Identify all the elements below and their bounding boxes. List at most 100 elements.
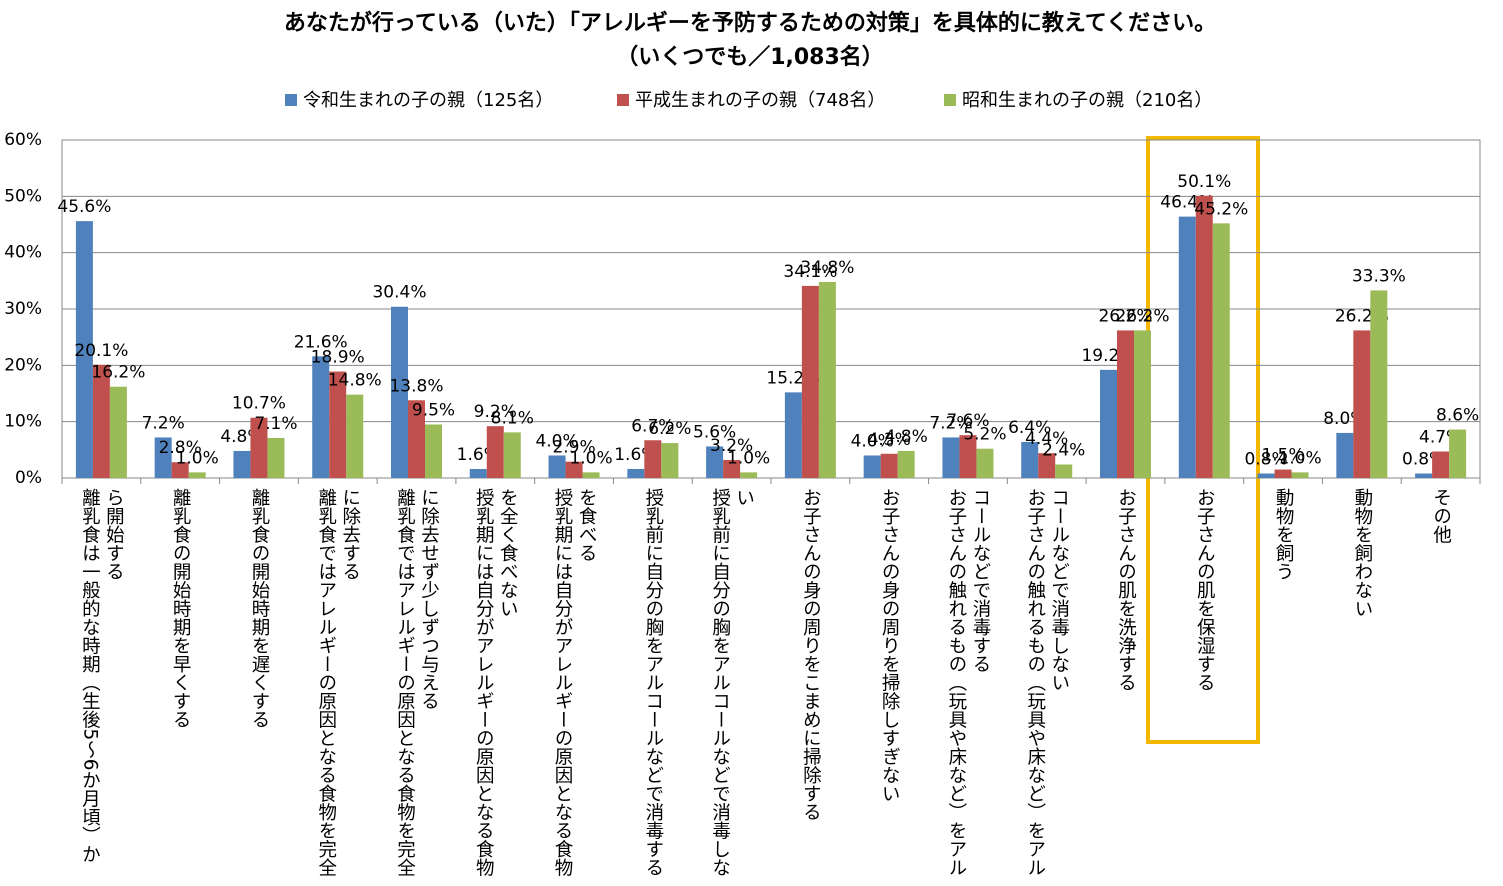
x-tick-label: 授乳期には自分がアレルギーの原因となる食物を食べる	[552, 488, 598, 877]
data-label: 34.1%	[783, 262, 837, 282]
bar	[644, 440, 662, 478]
x-tick-label: 離乳食の開始時期を遅くする	[248, 488, 270, 729]
data-label: 34.8%	[800, 258, 854, 278]
data-label: 20.1%	[74, 341, 128, 361]
data-label: 16.2%	[91, 363, 145, 383]
bar	[75, 221, 93, 478]
bar	[1257, 473, 1275, 478]
data-label: 8.6%	[1436, 406, 1479, 426]
bar	[565, 461, 583, 478]
x-tick-label-box: 離乳食ではアレルギーの原因となる食物を完全に除去する	[298, 488, 377, 880]
legend-swatch	[617, 94, 629, 106]
data-label: 33.3%	[1352, 266, 1406, 286]
bar	[661, 443, 679, 478]
bar	[959, 435, 977, 478]
x-tick-label-box: 動物を飼う	[1244, 488, 1323, 880]
x-tick-label-box: お子さんの身の周りを掃除しすぎない	[850, 488, 929, 880]
x-tick-label: 離乳食は一般的な時期（生後5～6か月頃）から開始する	[79, 488, 125, 864]
legend-label: 昭和生まれの子の親（210名）	[962, 90, 1212, 111]
data-label: 4.8%	[885, 427, 928, 447]
x-tick-label: お子さんの身の周りを掃除しすぎない	[879, 488, 901, 803]
data-label: 5.6%	[693, 422, 736, 442]
chart-subtitle: （いくつでも／1,083名）	[616, 44, 884, 70]
bar	[706, 446, 724, 478]
bar	[346, 394, 364, 478]
bar	[1370, 290, 1388, 478]
x-tick-label: 授乳期には自分がアレルギーの原因となる食物を全く食べない	[473, 488, 519, 877]
x-tick-label-box: 離乳食の開始時期を遅くする	[220, 488, 299, 880]
bar	[1449, 429, 1467, 478]
data-label: 1.5%	[1261, 446, 1304, 466]
y-tick-label: 10%	[4, 412, 42, 432]
data-label: 50.1%	[1177, 172, 1231, 192]
bar	[154, 437, 172, 478]
bar	[1274, 469, 1292, 478]
bar	[880, 453, 898, 478]
x-tick-label: 授乳前に自分の胸をアルコールなどで消毒しない	[709, 488, 755, 877]
data-label: 1.0%	[569, 448, 612, 468]
x-tick-label: お子さんの肌を洗浄する	[1115, 488, 1137, 692]
bar	[233, 450, 251, 478]
x-tick-label: 離乳食ではアレルギーの原因となる食物を完全に除去する	[315, 488, 361, 877]
x-tick-label: お子さんの肌を保湿する	[1194, 488, 1216, 692]
legend-swatch	[944, 94, 956, 106]
bar	[250, 417, 268, 478]
bar	[740, 472, 758, 478]
data-label: 30.4%	[372, 283, 426, 303]
x-tick-label-box: 授乳前に自分の胸をアルコールなどで消毒する	[613, 488, 692, 880]
y-tick-label: 20%	[4, 355, 42, 375]
bar	[1212, 223, 1230, 478]
bar	[818, 281, 836, 478]
data-label: 2.4%	[1042, 440, 1085, 460]
chart-title: あなたが行っている（いた）「アレルギーを予防するための対策」を具体的に教えてくだ…	[284, 10, 1216, 36]
data-label: 0.8%	[1244, 449, 1287, 469]
data-label: 26.2%	[1098, 306, 1152, 326]
bar	[469, 468, 487, 478]
bar	[1055, 464, 1073, 478]
x-tick-label-box: お子さんの肌を洗浄する	[1086, 488, 1165, 880]
data-label: 7.2%	[142, 413, 185, 433]
bar	[1415, 473, 1433, 478]
bar	[92, 364, 110, 478]
bar	[109, 386, 127, 478]
data-label: 26.2%	[1115, 306, 1169, 326]
bar	[1021, 441, 1039, 478]
bar	[1134, 330, 1151, 478]
x-tick-label-box: 離乳食ではアレルギーの原因となる食物を完全に除去せず少しずつ与える	[377, 488, 456, 880]
bar	[784, 392, 802, 478]
bar	[582, 472, 600, 478]
bar	[723, 459, 741, 478]
bar	[188, 472, 206, 478]
bar	[425, 424, 442, 478]
data-label: 6.2%	[648, 419, 691, 439]
bar	[1117, 330, 1134, 478]
bar	[897, 450, 915, 478]
x-tick-label-box: お子さんの身の周りをこまめに掃除する	[771, 488, 850, 880]
bar	[329, 371, 347, 478]
x-tick-label: 離乳食ではアレルギーの原因となる食物を完全に除去せず少しずつ与える	[394, 488, 440, 877]
data-label: 1.0%	[176, 448, 219, 468]
data-label: 6.4%	[1008, 418, 1051, 438]
legend-swatch	[285, 94, 297, 106]
data-label: 9.5%	[412, 400, 455, 420]
x-tick-label-box: その他	[1401, 488, 1480, 880]
y-tick-label: 50%	[4, 186, 42, 206]
x-tick-label: お子さんの触れるもの（玩具や床など）をアルコールなどで消毒しない	[1024, 488, 1070, 877]
data-label: 1.0%	[1278, 448, 1321, 468]
x-tick-label-box: 動物を飼わない	[1322, 488, 1401, 880]
bar	[801, 285, 819, 478]
data-label: 4.0%	[851, 431, 894, 451]
x-tick-label-box: 授乳期には自分がアレルギーの原因となる食物を食べる	[535, 488, 614, 880]
y-tick-label: 40%	[4, 243, 42, 263]
bar	[1291, 472, 1309, 478]
data-label: 4.4%	[1025, 429, 1068, 449]
data-label: 2.9%	[552, 438, 595, 458]
data-label: 45.2%	[1194, 199, 1248, 219]
bar	[171, 462, 189, 478]
bar	[408, 400, 425, 478]
bar	[1195, 195, 1213, 478]
x-tick-label: お子さんの触れるもの（玩具や床など）をアルコールなどで消毒する	[945, 488, 991, 877]
bar	[391, 306, 408, 478]
